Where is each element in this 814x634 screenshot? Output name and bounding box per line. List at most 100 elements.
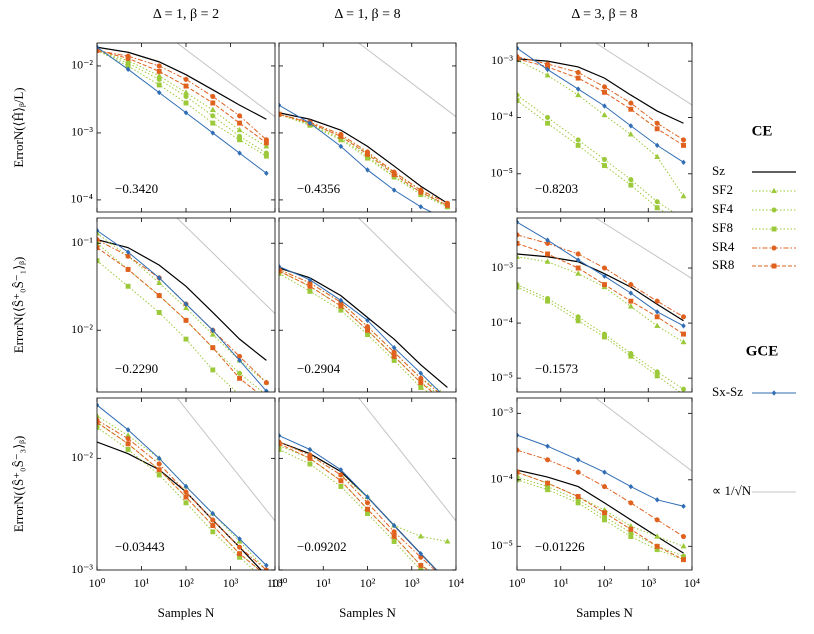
marker bbox=[654, 309, 660, 315]
marker bbox=[545, 237, 550, 243]
marker bbox=[771, 207, 777, 213]
marker bbox=[183, 301, 189, 307]
marker bbox=[183, 109, 189, 116]
marker bbox=[680, 542, 687, 549]
y-tick-label: 10⁻¹ bbox=[71, 235, 93, 249]
marker bbox=[575, 251, 581, 257]
marker bbox=[575, 457, 581, 463]
marker bbox=[264, 170, 269, 177]
marker bbox=[391, 353, 397, 359]
marker bbox=[237, 544, 243, 550]
marker bbox=[602, 517, 607, 523]
marker bbox=[654, 497, 660, 503]
marker bbox=[628, 182, 634, 188]
marker bbox=[602, 334, 607, 340]
marker bbox=[602, 103, 607, 109]
marker bbox=[97, 412, 101, 418]
legend-group-title: CE bbox=[752, 123, 773, 139]
marker bbox=[545, 480, 551, 486]
marker bbox=[681, 503, 686, 510]
marker bbox=[517, 432, 520, 438]
marker bbox=[681, 159, 686, 166]
y-tick-label: 10⁻³ bbox=[491, 53, 513, 67]
marker bbox=[628, 282, 634, 288]
legend-label: SF8 bbox=[712, 220, 733, 235]
marker bbox=[125, 249, 131, 255]
marker bbox=[237, 113, 243, 119]
marker bbox=[680, 338, 687, 345]
legend-label: SF2 bbox=[712, 182, 733, 197]
y-tick-label: 10⁻⁴ bbox=[490, 109, 513, 123]
marker bbox=[575, 318, 581, 324]
marker bbox=[97, 227, 100, 234]
x-tick-label: 10² bbox=[360, 576, 376, 590]
legend-label: ∝ 1/√N bbox=[712, 483, 752, 498]
x-tick-label: 10² bbox=[178, 576, 194, 590]
marker bbox=[279, 447, 282, 452]
plot-area bbox=[97, 43, 275, 177]
x-tick-label: 10⁰ bbox=[89, 576, 106, 590]
marker bbox=[575, 469, 581, 475]
marker bbox=[338, 133, 344, 139]
marker bbox=[156, 63, 162, 69]
marker bbox=[602, 273, 607, 279]
marker bbox=[237, 357, 242, 364]
series-line bbox=[279, 112, 448, 204]
annotation: −0.4356 bbox=[297, 181, 341, 196]
marker bbox=[418, 562, 424, 568]
marker bbox=[575, 142, 581, 148]
marker bbox=[338, 484, 344, 489]
y-tick-label: 10⁻⁴ bbox=[490, 315, 513, 329]
marker bbox=[654, 517, 660, 523]
marker bbox=[209, 106, 216, 113]
series-line bbox=[517, 58, 684, 124]
y-tick-label: 10⁻² bbox=[71, 58, 93, 72]
series-line bbox=[279, 441, 436, 570]
plot-area bbox=[517, 218, 692, 392]
reference-line bbox=[595, 218, 692, 279]
marker bbox=[575, 265, 581, 271]
annotation: −0.3420 bbox=[115, 181, 158, 196]
marker bbox=[545, 487, 551, 493]
marker bbox=[575, 75, 581, 81]
marker bbox=[183, 83, 189, 89]
marker bbox=[517, 284, 520, 290]
marker bbox=[654, 199, 660, 205]
marker bbox=[210, 523, 216, 529]
marker bbox=[602, 89, 607, 95]
annotation: −0.03443 bbox=[115, 539, 165, 554]
reference-line bbox=[176, 398, 275, 522]
x-axis-label: Samples N bbox=[158, 605, 215, 620]
marker bbox=[182, 304, 190, 311]
marker bbox=[654, 205, 660, 211]
marker bbox=[237, 150, 242, 156]
marker bbox=[156, 310, 162, 315]
marker bbox=[545, 443, 550, 450]
marker bbox=[391, 522, 397, 529]
plot-area bbox=[279, 398, 456, 570]
marker bbox=[654, 142, 660, 149]
legend-label: Sz bbox=[712, 163, 725, 178]
x-tick-label: 10³ bbox=[223, 576, 239, 590]
marker bbox=[183, 336, 189, 342]
marker bbox=[237, 137, 243, 143]
series-line bbox=[279, 443, 430, 570]
marker bbox=[601, 156, 608, 162]
marker bbox=[365, 506, 370, 512]
marker bbox=[628, 106, 634, 112]
x-tick-label: 10² bbox=[597, 576, 613, 590]
annotation: −0.09202 bbox=[297, 539, 347, 554]
marker bbox=[125, 55, 131, 61]
column-title: Δ = 1, β = 2 bbox=[153, 7, 219, 22]
marker bbox=[418, 550, 424, 557]
series-line bbox=[97, 239, 267, 361]
column-title: Δ = 3, β = 8 bbox=[571, 7, 637, 22]
marker bbox=[654, 153, 661, 159]
marker bbox=[125, 66, 131, 73]
marker bbox=[681, 557, 686, 563]
series-line bbox=[517, 449, 684, 538]
marker bbox=[263, 153, 269, 159]
x-tick-label: 10⁰ bbox=[271, 576, 288, 590]
marker bbox=[279, 102, 282, 108]
